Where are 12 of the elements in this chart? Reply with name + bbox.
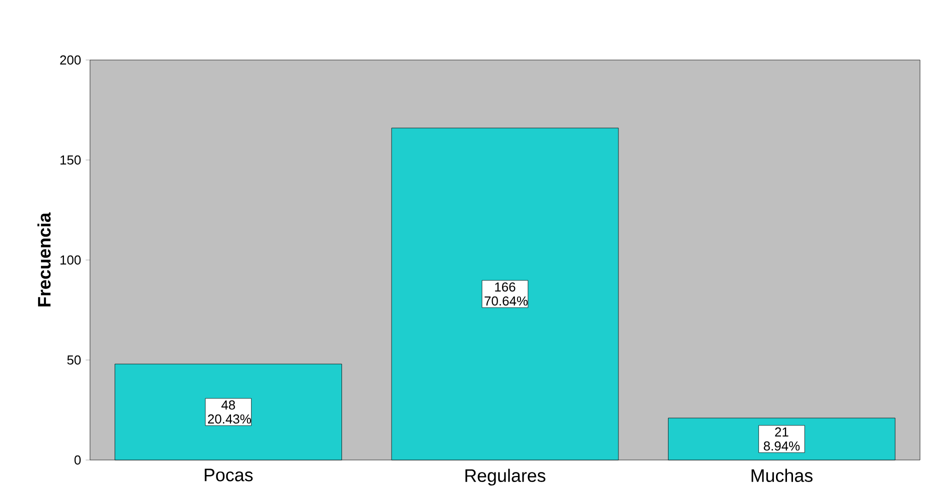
x-tick-label: Pocas <box>204 468 253 482</box>
y-tick-label: 50 <box>67 355 81 365</box>
y-axis-title: Frecuencia <box>37 212 51 306</box>
y-tick-label: 0 <box>74 455 81 465</box>
x-tick-label: Regulares <box>465 468 546 486</box>
y-tick-label: 200 <box>60 55 81 65</box>
data-label: 166 70.64% <box>484 282 528 306</box>
y-tick-label: 150 <box>60 155 81 165</box>
y-tick-label: 100 <box>60 255 81 265</box>
x-tick-label: Muchas <box>752 468 813 482</box>
data-label: 48 20.43% <box>208 400 251 424</box>
data-label: 21 8.94% <box>764 427 800 451</box>
